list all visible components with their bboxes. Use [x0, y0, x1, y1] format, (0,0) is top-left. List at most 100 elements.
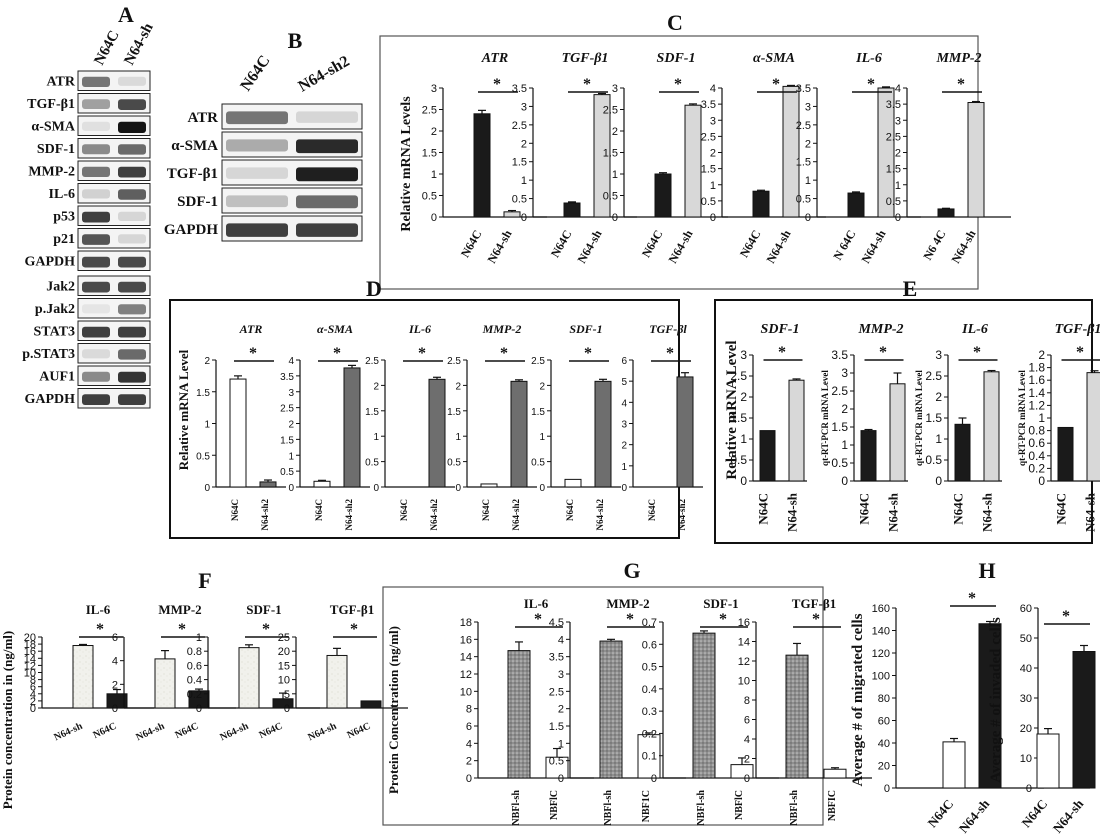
- category-label: N64-sh: [980, 492, 995, 532]
- y-tick-label: 10: [1020, 753, 1032, 765]
- y-tick-label: 1.5: [365, 407, 379, 418]
- category-label: N64-sh: [134, 721, 166, 744]
- y-tick-label: 1.5: [531, 407, 545, 418]
- blot-a-label-gapdh: GAPDH: [24, 392, 75, 407]
- blot-b-label-sma: α-SMA: [171, 138, 218, 154]
- panel-g: Protein Concentration (ng/ml) 02468101214…: [386, 596, 872, 826]
- chart-d-il-6: 0 0.5 1 1.5 2 2.5 IL-6 N64C N64-sh2 *: [365, 322, 455, 531]
- significance-star: *: [719, 611, 727, 628]
- blot-a-band-tgf-1-1: [82, 99, 110, 110]
- category-label: N64C: [548, 228, 575, 260]
- y-tick-label: 0: [466, 773, 472, 785]
- y-tick-label: 0: [521, 212, 527, 224]
- y-tick-label: 4: [466, 738, 472, 750]
- category-label: N64C: [173, 721, 200, 741]
- y-tick-label: 0: [204, 483, 210, 494]
- y-tick-label: 2: [612, 126, 618, 138]
- category-label: N64-sh: [52, 721, 84, 744]
- y-tick-label: 0: [539, 483, 545, 494]
- y-tick-label: 1.5: [886, 164, 901, 176]
- bar-n64-sh2: [259, 481, 277, 488]
- significance-star: *: [493, 76, 501, 93]
- y-tick-label: 0.5: [730, 453, 747, 467]
- y-tick-label: 1: [431, 169, 437, 181]
- y-tick-label: 0: [884, 783, 890, 795]
- significance-star: *: [957, 76, 965, 93]
- category-label: N64C: [345, 721, 372, 741]
- y-tick-label: 2.5: [831, 384, 848, 398]
- category-label: N64-sh: [665, 227, 695, 265]
- chart-e-il-6: 0 0.5 1 1.5 2 2.5 3 IL-6 qt-RT-PCR mRNA Level N64…: [914, 322, 1002, 532]
- category-label: N64C: [924, 796, 956, 830]
- panel-label-f: F: [198, 568, 211, 593]
- y-tick-label: 1: [204, 420, 210, 431]
- y-tick-label: 2.5: [701, 131, 716, 143]
- y-tick-label: 0: [935, 474, 942, 488]
- y-tick-label: 1: [1038, 411, 1045, 425]
- significance-star: *: [333, 345, 341, 362]
- panel-d: Relative mRNA Level 0 0.5 1 1.5 2 ATR N64C N64-s…: [176, 322, 703, 531]
- bar-n64-sh2: [594, 380, 612, 488]
- bar-charts: Relative mRNA Levels 00.511.522.53ATRN64C…: [0, 51, 1100, 836]
- y-tick-label: 1: [373, 432, 379, 443]
- y-tick-label: 3: [841, 366, 848, 380]
- blot-a-band-p53-2: [118, 211, 146, 221]
- chart-d-tgf-l: 0 1 2 3 4 5 6 TGF-βl N64C N64-sh2 *: [621, 322, 703, 531]
- y-tick-label: 20: [24, 632, 36, 644]
- y-tick-label: 2: [558, 704, 564, 716]
- bar-n64-sh: [788, 379, 805, 482]
- y-tick-label: 20: [878, 761, 890, 773]
- y-tick-label: 0.5: [642, 662, 657, 674]
- y-tick-label: 2.5: [447, 356, 461, 367]
- y-tick-label: 6: [112, 632, 118, 644]
- y-tick-label: 0.5: [925, 453, 942, 467]
- y-tick-label: 14: [24, 653, 36, 665]
- bar-nbfic: [823, 768, 847, 779]
- blot-b-band-atr-2: [296, 111, 358, 123]
- blot-a-band-jak2-2: [118, 281, 146, 293]
- panel-label-d: D: [366, 276, 382, 301]
- y-tick-label: 2.5: [512, 120, 527, 132]
- y-tick-label: 1.5: [280, 435, 294, 446]
- y-tick-label: 1: [196, 632, 202, 644]
- y-tick-label: 1.8: [1028, 361, 1045, 375]
- bar-n64-sh2: [510, 380, 528, 488]
- y-tick-label: 2: [710, 148, 716, 160]
- panel-g-ylabel: Protein Concentration (ng/ml): [386, 626, 401, 794]
- category-label: NBFlC: [734, 790, 745, 820]
- y-tick-label: 0: [805, 212, 811, 224]
- y-tick-label: 1.5: [796, 157, 811, 169]
- y-tick-label: 120: [872, 648, 890, 660]
- y-tick-label: 3: [612, 83, 618, 95]
- y-tick-label: 3: [431, 83, 437, 95]
- bar-n64c: [229, 378, 247, 488]
- subplot-title: MMP-2: [857, 322, 903, 337]
- y-tick-label: 0: [373, 483, 379, 494]
- y-tick-label: 2.5: [796, 120, 811, 132]
- y-tick-label: 1: [805, 175, 811, 187]
- y-tick-label: 5: [621, 377, 627, 388]
- y-tick-label: 3: [895, 115, 901, 127]
- y-tick-label: 10: [738, 676, 750, 688]
- category-label: N64-sh2: [260, 499, 270, 531]
- y-tick-label: 4: [30, 689, 36, 701]
- chart-c-atr: 0 0.5 1 1.5 2 2.5 3 ATR N64C N64-sh *: [422, 51, 547, 266]
- bar-n6-4c: [937, 208, 955, 218]
- panel-label-a: A: [118, 2, 134, 27]
- subplot-title: α-SMA: [317, 322, 353, 336]
- y-tick-label: 5: [284, 689, 290, 701]
- subplot-title: ATR: [239, 322, 263, 336]
- bar-n64c: [759, 430, 776, 482]
- blot-a-band-p21-2: [118, 234, 146, 244]
- bar-n64-sh: [72, 645, 94, 709]
- subplot-title: TGF-βl: [649, 322, 687, 336]
- y-tick-label: 2.5: [280, 404, 294, 415]
- y-tick-label: 0: [744, 773, 750, 785]
- y-tick-label: 2: [740, 390, 747, 404]
- y-tick-label: 2.5: [603, 105, 618, 117]
- y-tick-label: 0.5: [531, 458, 545, 469]
- blot-a-band-sma-1: [82, 121, 110, 131]
- category-label: N64C: [481, 499, 491, 521]
- panel-h-left-ylabel: Average # of migrated cells: [850, 613, 866, 786]
